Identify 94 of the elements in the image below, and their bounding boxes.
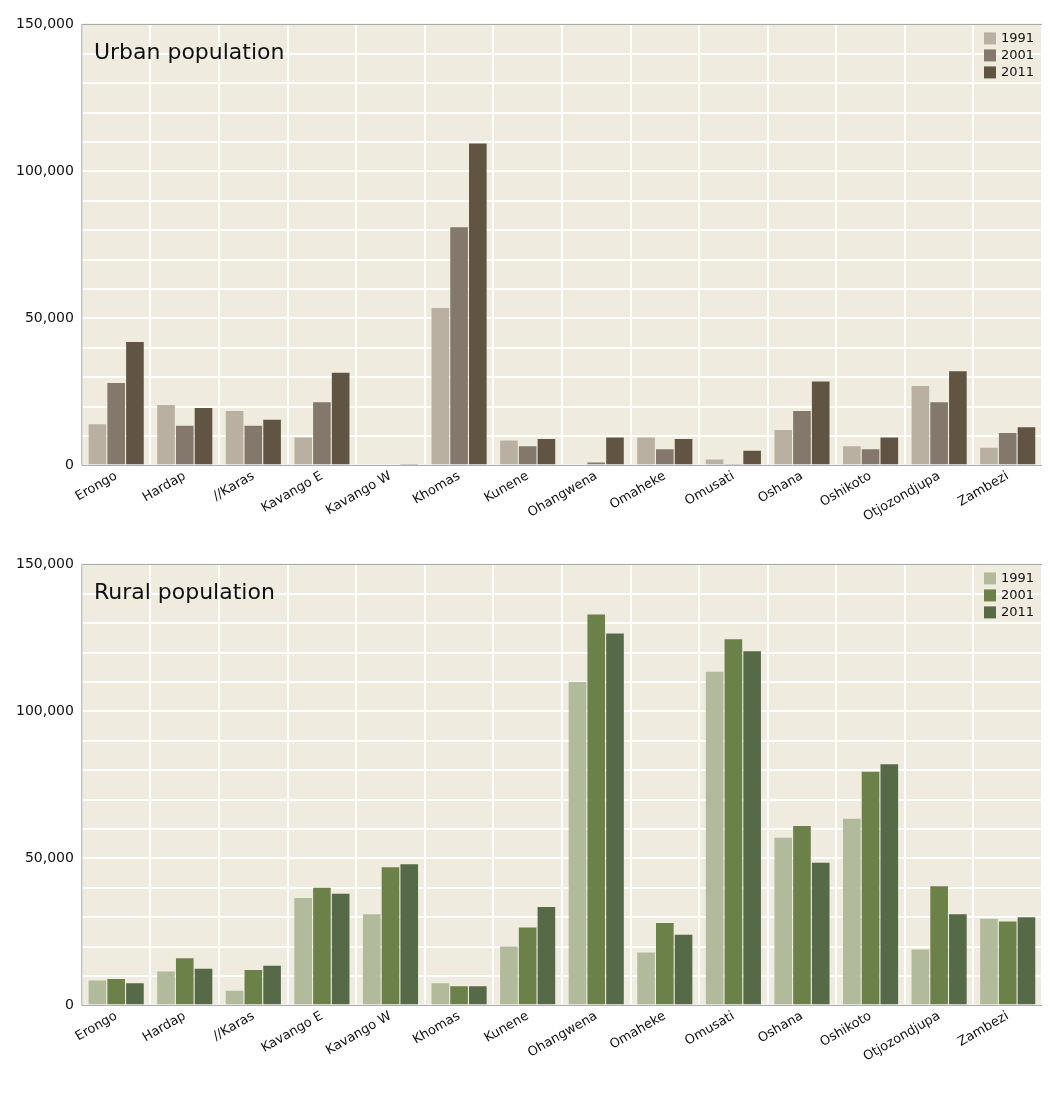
bar — [500, 946, 518, 1005]
bar — [911, 949, 930, 1005]
legend-label: 1991 — [1001, 569, 1035, 585]
bar — [998, 433, 1017, 465]
bar — [980, 447, 998, 465]
bar — [911, 386, 930, 465]
bar — [811, 862, 830, 1005]
bar — [244, 425, 263, 465]
bar — [930, 886, 948, 1005]
bar — [450, 986, 468, 1005]
bar — [126, 983, 144, 1005]
bar — [880, 437, 899, 465]
bar — [518, 446, 537, 465]
legend-label: 1991 — [1001, 29, 1035, 45]
bar — [861, 771, 880, 1005]
bar — [774, 837, 793, 1005]
bar — [225, 990, 244, 1005]
bar — [263, 965, 281, 1005]
bar — [175, 958, 194, 1005]
bar — [431, 983, 450, 1005]
bar — [880, 764, 899, 1005]
bar — [637, 437, 655, 465]
bar — [980, 918, 998, 1005]
bar — [88, 424, 107, 465]
bar — [469, 143, 487, 465]
y-tick-label: 150,000 — [15, 15, 74, 32]
bar — [313, 402, 331, 465]
y-tick-label: 0 — [64, 996, 74, 1013]
legend-label: 2011 — [1001, 63, 1035, 79]
bar — [500, 440, 518, 465]
bar — [381, 867, 400, 1005]
bar — [674, 438, 693, 465]
bar — [656, 449, 674, 465]
bar — [107, 978, 125, 1005]
bar — [587, 614, 606, 1005]
legend-label: 2001 — [1001, 46, 1035, 62]
bar — [263, 419, 281, 465]
bar — [107, 383, 125, 465]
bar — [949, 371, 967, 465]
legend-label: 2011 — [1001, 603, 1035, 619]
y-tick-label: 100,000 — [15, 702, 74, 719]
bar — [793, 826, 811, 1005]
legend-label: 2001 — [1001, 586, 1035, 602]
bar — [157, 971, 175, 1005]
bar — [843, 818, 861, 1005]
bar — [743, 450, 761, 465]
bar — [843, 446, 861, 465]
bar — [674, 934, 693, 1005]
bar — [930, 402, 948, 465]
bar — [331, 372, 350, 465]
y-tick-label: 100,000 — [15, 162, 74, 179]
bar — [705, 671, 724, 1005]
bar — [362, 914, 381, 1005]
bar — [431, 308, 450, 465]
bar — [157, 405, 175, 465]
bar — [313, 887, 331, 1005]
bar — [743, 651, 761, 1005]
bar — [175, 425, 194, 465]
bar — [949, 914, 967, 1005]
text: Urban population — [93, 39, 285, 65]
text: Rural population — [93, 579, 275, 605]
bar — [705, 459, 724, 465]
bar — [1017, 917, 1036, 1005]
bar — [606, 437, 624, 465]
bar — [568, 681, 587, 1005]
bar — [294, 898, 312, 1005]
bar — [225, 410, 244, 465]
bar — [811, 381, 830, 465]
bar — [469, 986, 487, 1005]
bar — [537, 438, 556, 465]
bar — [606, 633, 624, 1005]
bar — [294, 437, 312, 465]
bar — [518, 927, 537, 1005]
bar — [400, 864, 419, 1005]
bar — [637, 952, 655, 1005]
bar — [724, 639, 743, 1005]
bar — [244, 970, 263, 1005]
bar — [656, 923, 674, 1005]
y-tick-label: 150,000 — [15, 555, 74, 572]
y-tick-label: 50,000 — [24, 849, 74, 866]
bar — [331, 893, 350, 1005]
bar — [1017, 427, 1036, 465]
bar — [861, 449, 880, 465]
bar — [194, 408, 213, 465]
y-tick-label: 50,000 — [24, 309, 74, 326]
bar — [88, 980, 107, 1005]
bar — [126, 341, 144, 465]
bar — [998, 921, 1017, 1005]
bar — [194, 968, 213, 1005]
y-tick-label: 0 — [64, 456, 74, 473]
bar — [450, 227, 468, 465]
bar — [774, 430, 793, 465]
bar — [537, 906, 556, 1005]
bar — [793, 410, 811, 465]
